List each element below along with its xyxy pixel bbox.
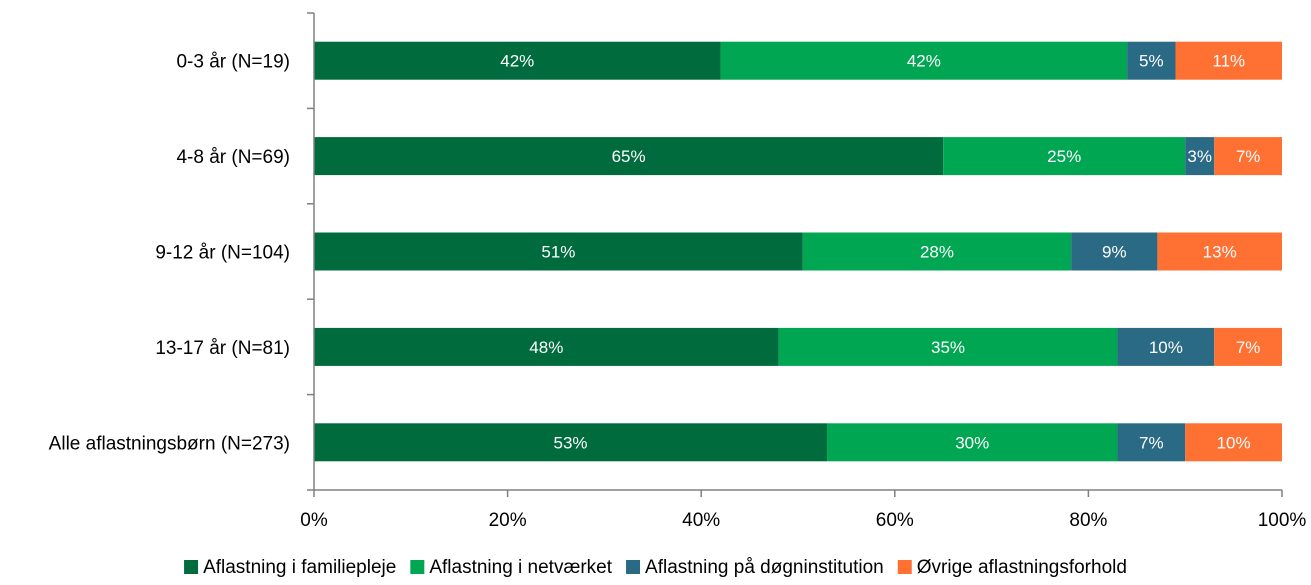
legend: Aflastning i familiepleje Aflastning i ne… [184, 557, 1127, 578]
legend-item: Aflastning i netværket [410, 557, 613, 578]
bar-segment [827, 423, 1118, 462]
data-label: 10% [1149, 338, 1183, 357]
legend-label: Øvrige aflastningsforhold [917, 557, 1127, 578]
data-labels-group: 42% 42% 5% 11% 65% 25% 3% 7% 51% 28% 9% 13% 48% 35% 10… [500, 52, 1260, 453]
bars-group [314, 41, 1282, 462]
bar-segment [1214, 137, 1282, 176]
x-axis: 0% 20% 40% 60% 80% 100% [300, 489, 1307, 531]
data-label: 28% [920, 243, 954, 262]
data-label: 35% [931, 338, 965, 357]
bar-segment [1117, 327, 1215, 366]
legend-swatch [184, 560, 199, 574]
data-label: 5% [1139, 52, 1164, 71]
bar-segment [314, 232, 803, 271]
data-label: 11% [1212, 52, 1245, 71]
bar-segment [314, 137, 944, 176]
bar-segment [1175, 41, 1282, 80]
data-label: 48% [529, 338, 563, 357]
data-label: 42% [500, 52, 534, 71]
category-label: 9-12 år (N=104) [155, 243, 290, 264]
bar-segment [802, 232, 1072, 271]
bar-segment [1117, 423, 1186, 462]
bar-segment [1157, 232, 1282, 271]
bar-segment [314, 41, 721, 80]
x-tick-label: 40% [682, 510, 720, 531]
y-axis: 0-3 år (N=19) 4-8 år (N=69) 9-12 år (N=104… [49, 12, 315, 491]
bar-segment [1214, 327, 1282, 366]
x-tick-label: 80% [1069, 510, 1107, 531]
category-label: Alle aflastningsbørn (N=273) [49, 433, 290, 454]
legend-swatch [626, 560, 641, 574]
legend-item: Aflastning på døgninstitution [626, 557, 884, 578]
data-label: 65% [612, 147, 646, 166]
legend-label: Aflastning i familiepleje [203, 557, 396, 578]
category-label: 0-3 år (N=19) [176, 52, 290, 73]
legend-item: Aflastning i familiepleje [184, 557, 396, 578]
bar-segment [1071, 232, 1158, 271]
bar-segment [314, 327, 779, 366]
legend-label: Aflastning på døgninstitution [645, 557, 884, 578]
x-tick-label: 100% [1258, 510, 1307, 531]
bar-segment [1185, 423, 1282, 462]
data-label: 7% [1139, 433, 1164, 452]
bar-segment [943, 137, 1186, 176]
data-label: 3% [1187, 147, 1212, 166]
data-label: 30% [955, 433, 989, 452]
bar-segment [1127, 41, 1176, 80]
bar-segment [314, 423, 828, 462]
legend-swatch [897, 560, 912, 574]
data-label: 7% [1236, 147, 1261, 166]
category-label: 13-17 år (N=81) [155, 338, 290, 359]
legend-item: Øvrige aflastningsforhold [897, 557, 1127, 578]
legend-swatch [410, 560, 425, 574]
bar-segment [1185, 137, 1215, 176]
data-label: 42% [907, 52, 941, 71]
data-label: 13% [1203, 243, 1237, 262]
data-label: 10% [1217, 433, 1251, 452]
data-label: 51% [541, 243, 575, 262]
x-tick-label: 20% [489, 510, 527, 531]
x-tick-label: 0% [300, 510, 328, 531]
data-label: 25% [1047, 147, 1081, 166]
data-label: 53% [554, 433, 588, 452]
bar-segment [778, 327, 1118, 366]
data-label: 9% [1102, 243, 1127, 262]
bar-segment [720, 41, 1128, 80]
data-label: 7% [1236, 338, 1261, 357]
x-tick-label: 60% [876, 510, 914, 531]
legend-label: Aflastning i netværket [429, 557, 612, 578]
category-label: 4-8 år (N=69) [176, 147, 290, 168]
